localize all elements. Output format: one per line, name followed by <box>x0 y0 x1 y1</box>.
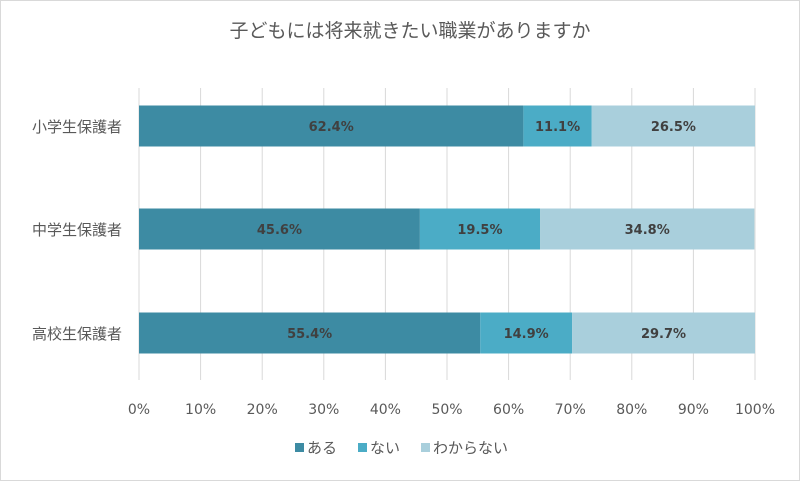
data-label: 11.1% <box>535 120 580 135</box>
category-label: 中学生保護者 <box>32 221 122 239</box>
legend-label: ある <box>307 439 337 457</box>
data-label: 55.4% <box>287 327 332 342</box>
x-tick-label: 40% <box>370 402 401 418</box>
data-label: 29.7% <box>641 327 686 342</box>
x-tick-label: 100% <box>735 402 775 418</box>
x-axis-ticks: 0% 10% 20% 30% 40% 50% 60% 70% 80% 90% 100% <box>128 402 775 418</box>
bar-segment <box>480 312 573 354</box>
bar-segment <box>540 208 755 250</box>
data-label: 62.4% <box>309 120 354 135</box>
bar-segment <box>139 208 420 250</box>
x-tick-label: 60% <box>493 402 524 418</box>
x-tick-label: 10% <box>185 402 216 418</box>
bar-segment <box>139 105 524 147</box>
x-tick-label: 80% <box>616 402 647 418</box>
bar-segment <box>139 312 481 354</box>
data-label: 26.5% <box>651 120 696 135</box>
x-tick-label: 50% <box>431 402 462 418</box>
bar-segment <box>523 105 592 147</box>
legend-swatch <box>358 443 367 452</box>
x-tick-label: 20% <box>247 402 278 418</box>
data-label: 34.8% <box>625 223 670 238</box>
x-tick-label: 70% <box>555 402 586 418</box>
legend-swatch <box>421 443 430 452</box>
legend: ある ない わからない <box>295 439 508 457</box>
legend-label: ない <box>370 439 400 457</box>
legend-swatch <box>295 443 304 452</box>
x-tick-label: 30% <box>308 402 339 418</box>
legend-label: わからない <box>433 439 508 457</box>
category-label: 高校生保護者 <box>32 325 122 343</box>
bar-segment <box>572 312 755 354</box>
chart-title: 子どもには将来就きたい職業がありますか <box>229 20 590 42</box>
x-tick-label: 0% <box>128 402 150 418</box>
bars: 62.4% 11.1% 26.5% 45.6% 19.5% 34.8% 55.4% 14.9%… <box>139 105 755 354</box>
data-label: 19.5% <box>457 223 502 238</box>
data-label: 45.6% <box>257 223 302 238</box>
bar-segment <box>591 105 755 147</box>
x-tick-label: 90% <box>678 402 709 418</box>
category-label: 小学生保護者 <box>32 118 122 136</box>
data-label: 14.9% <box>504 327 549 342</box>
bar-segment <box>419 208 541 250</box>
